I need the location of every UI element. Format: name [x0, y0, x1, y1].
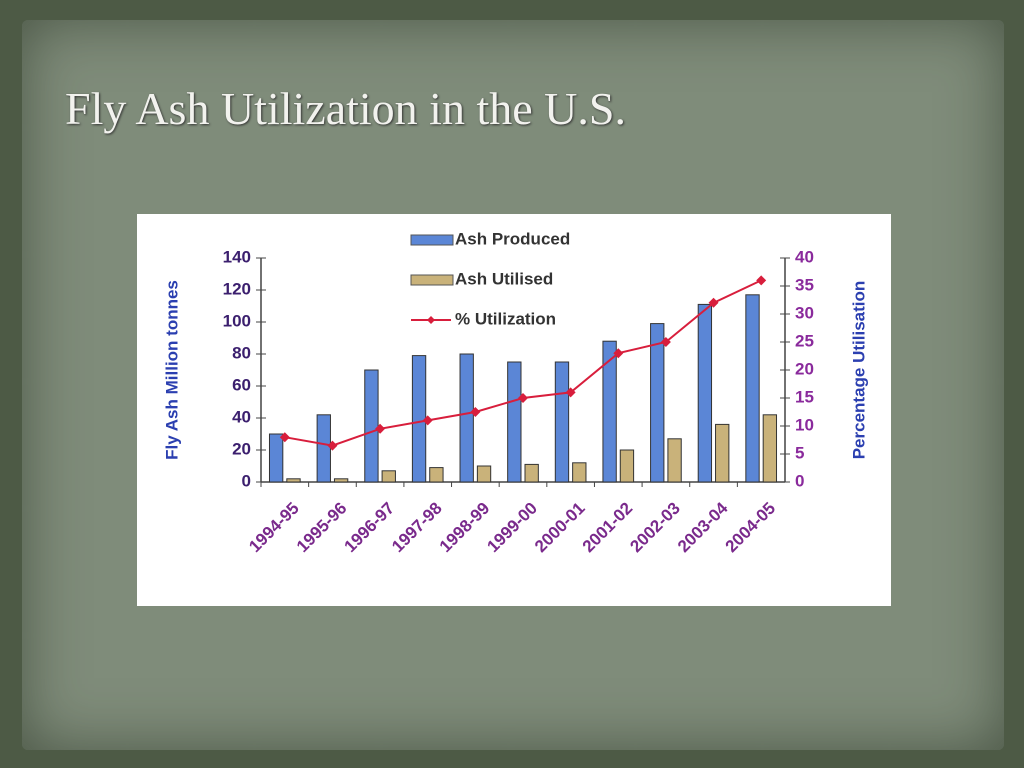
y-tick-label: 60 — [232, 375, 251, 394]
y-tick-label: 0 — [242, 471, 251, 490]
y2-axis-label: Percentage Utilisation — [849, 281, 868, 460]
bar — [429, 467, 444, 483]
bar — [715, 423, 730, 483]
x-tick-label: 1994-95 — [245, 499, 303, 557]
x-tick-label: 2000-01 — [531, 499, 589, 557]
bar — [381, 470, 396, 483]
y-tick-label: 80 — [232, 343, 251, 362]
y2-tick-label: 30 — [795, 303, 814, 322]
bar — [572, 462, 587, 483]
line-marker — [565, 387, 576, 398]
y-tick-label: 40 — [232, 407, 251, 426]
y2-tick-label: 25 — [795, 331, 814, 350]
y-tick-label: 120 — [223, 279, 251, 298]
line-marker — [708, 297, 719, 308]
bar — [762, 414, 778, 483]
bar — [333, 478, 349, 483]
line — [284, 279, 762, 447]
bar — [459, 353, 474, 483]
bar — [697, 303, 713, 483]
line-marker — [518, 393, 528, 403]
line-marker — [660, 337, 671, 347]
bar — [476, 465, 492, 483]
bar — [286, 478, 301, 483]
y2-tick-label: 10 — [795, 415, 814, 434]
line-marker — [279, 432, 290, 443]
x-tick-label: 2002-03 — [626, 499, 684, 557]
y2-tick-label: 35 — [795, 275, 814, 294]
chart: 0 20 40 60 80 100 120 140 0 5 10 15 20 25 30 35 40 Fly As… — [137, 214, 891, 606]
x-tick-label: 1997-98 — [388, 499, 446, 557]
bar — [619, 449, 635, 483]
bar — [524, 463, 539, 483]
line-marker — [422, 415, 433, 426]
bar — [650, 323, 665, 483]
y-tick-label: 100 — [223, 311, 251, 330]
bar — [411, 355, 427, 483]
line-marker — [613, 348, 624, 359]
y-tick-label: 20 — [232, 439, 251, 458]
legend-label: % Utilization — [455, 309, 556, 328]
y2-tick-label: 40 — [795, 247, 814, 266]
y-axis-label: Fly Ash Million tonnes — [162, 280, 181, 460]
x-tick-label: 2001-02 — [579, 499, 637, 557]
line-marker — [756, 275, 767, 286]
x-tick-label: 1998-99 — [436, 499, 494, 557]
x-tick-label: 1995-96 — [293, 499, 351, 557]
legend-swatch — [410, 274, 454, 286]
bar — [602, 340, 617, 483]
y2-tick-label: 15 — [795, 387, 814, 406]
y2-tick-label: 0 — [795, 471, 804, 490]
bar — [268, 433, 284, 483]
bar — [667, 438, 682, 483]
x-tick-label: 1999-00 — [483, 499, 541, 557]
y2-tick-label: 5 — [795, 443, 804, 462]
line-marker — [470, 407, 481, 417]
legend-swatch — [410, 234, 454, 246]
x-tick-label: 2003-04 — [674, 498, 732, 556]
line-marker — [375, 423, 386, 434]
line-marker — [327, 440, 338, 451]
bar — [507, 361, 522, 483]
legend-label: Ash Utilised — [455, 269, 553, 288]
bar — [745, 294, 760, 483]
x-tick-label: 1996-97 — [341, 499, 399, 557]
bar — [554, 361, 570, 483]
y-tick-label: 140 — [223, 247, 251, 266]
bar — [364, 369, 379, 483]
legend-marker — [427, 316, 435, 324]
x-tick-label: 2004-05 — [722, 499, 780, 557]
slide-title: Fly Ash Utilization in the U.S. — [65, 83, 626, 134]
y2-tick-label: 20 — [795, 359, 814, 378]
bar — [316, 414, 331, 483]
legend-label: Ash Produced — [455, 229, 570, 248]
